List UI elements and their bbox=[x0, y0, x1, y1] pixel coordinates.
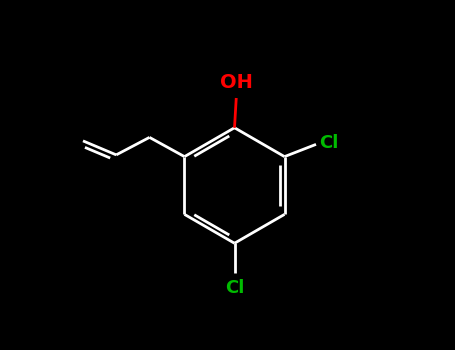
Text: OH: OH bbox=[220, 73, 253, 92]
Text: Cl: Cl bbox=[319, 134, 338, 152]
Text: Cl: Cl bbox=[225, 279, 244, 297]
